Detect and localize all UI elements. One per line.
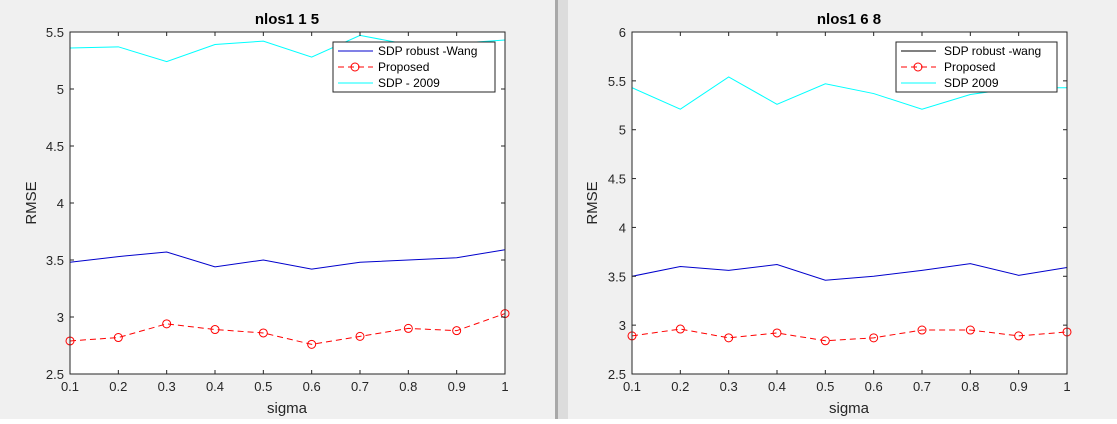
y-tick-label: 4 <box>619 220 626 235</box>
y-tick-label: 3 <box>57 310 64 325</box>
chart-title: nlos1 1 5 <box>255 11 319 28</box>
data-point-proposed <box>113 333 123 343</box>
chart-nlos1-6-8: nlos1 6 8 sigma RMSE 0.1 0.2 0.3 0.4 0.5 0.6 0… <box>584 11 1072 417</box>
y-tick-label: 5 <box>619 123 626 138</box>
y-tick-label: 6 <box>619 25 626 40</box>
legend-label-sdp-2009: SDP - 2009 <box>378 76 440 90</box>
x-tick-label: 1 <box>501 379 508 394</box>
series-line-proposed <box>631 328 1068 342</box>
y-tick-label: 5 <box>57 82 64 97</box>
legend-label-sdp-robust: SDP robust -wang <box>944 44 1041 58</box>
data-point-proposed <box>772 328 782 338</box>
y-tick-label: 2.5 <box>608 367 626 382</box>
x-tick-label: 0.1 <box>61 379 79 394</box>
panel-divider-shadow <box>558 0 568 419</box>
panel-divider <box>555 0 558 419</box>
data-point-proposed <box>869 333 879 343</box>
y-axis-label: RMSE <box>584 181 601 224</box>
x-tick-label: 0.9 <box>1010 379 1028 394</box>
chart-nlos1-1-5: nlos1 1 5 sigma RMSE 0.1 0.2 0.3 0.4 0.5 0.6 0… <box>23 11 510 417</box>
x-axis-label: sigma <box>267 400 308 417</box>
y-axis-label: RMSE <box>23 181 40 224</box>
x-tick-label: 0.3 <box>158 379 176 394</box>
x-tick-label: 0.5 <box>254 379 272 394</box>
data-point-proposed <box>307 339 317 349</box>
x-tick-label: 0.8 <box>961 379 979 394</box>
data-point-proposed <box>724 333 734 343</box>
legend-marker-proposed <box>350 62 360 72</box>
legend-label-proposed: Proposed <box>944 60 995 74</box>
x-tick-label: 0.4 <box>206 379 224 394</box>
y-tick-label: 4 <box>57 196 64 211</box>
legend-marker-proposed <box>913 62 923 72</box>
series-line-proposed <box>69 313 506 345</box>
x-tick-label: 0.7 <box>913 379 931 394</box>
x-tick-label: 0.6 <box>303 379 321 394</box>
axes-frame <box>69 31 506 375</box>
data-point-proposed <box>403 323 413 333</box>
data-point-proposed <box>965 325 975 335</box>
data-point-proposed <box>675 324 685 334</box>
legend-label-proposed: Proposed <box>378 60 429 74</box>
series-line-sdp-robust-wang <box>69 249 506 270</box>
y-tick-label: 2.5 <box>46 367 64 382</box>
x-tick-label: 0.2 <box>109 379 127 394</box>
x-tick-label: 0.8 <box>399 379 417 394</box>
legend-label-sdp-2009: SDP 2009 <box>944 76 999 90</box>
ticks-layer: 0.1 0.2 0.3 0.4 0.5 0.6 0.7 0.8 0.9 1 2.5 3 3.5 4 4.5 5… <box>608 25 1071 394</box>
legend-label-sdp-robust: SDP robust -Wang <box>378 44 477 58</box>
x-tick-label: 0.4 <box>768 379 786 394</box>
data-point-proposed <box>355 331 365 341</box>
chart-title: nlos1 6 8 <box>817 11 881 28</box>
data-point-proposed <box>452 326 462 336</box>
data-point-proposed <box>162 319 172 329</box>
y-tick-label: 4.5 <box>46 139 64 154</box>
y-tick-label: 5.5 <box>46 25 64 40</box>
y-tick-label: 5.5 <box>608 74 626 89</box>
x-axis-label: sigma <box>829 400 870 417</box>
y-tick-label: 3.5 <box>608 269 626 284</box>
x-tick-label: 0.3 <box>720 379 738 394</box>
series-line-sdp-robust-wang <box>631 263 1068 281</box>
y-tick-label: 3 <box>619 318 626 333</box>
data-point-proposed <box>258 328 268 338</box>
legend: SDP robust -Wang Proposed SDP - 2009 <box>332 41 496 93</box>
x-tick-label: 0.7 <box>351 379 369 394</box>
axes-frame <box>631 31 1068 375</box>
y-tick-label: 4.5 <box>608 172 626 187</box>
y-tick-label: 3.5 <box>46 253 64 268</box>
data-point-proposed <box>1014 331 1024 341</box>
x-tick-label: 0.6 <box>865 379 883 394</box>
x-tick-label: 0.2 <box>671 379 689 394</box>
x-tick-label: 0.1 <box>623 379 641 394</box>
x-tick-label: 0.9 <box>448 379 466 394</box>
x-tick-label: 0.5 <box>816 379 834 394</box>
x-tick-label: 1 <box>1063 379 1070 394</box>
data-point-proposed <box>917 325 927 335</box>
legend: SDP robust -wang Proposed SDP 2009 <box>895 41 1058 93</box>
data-point-proposed <box>820 336 830 346</box>
data-point-proposed <box>210 325 220 335</box>
